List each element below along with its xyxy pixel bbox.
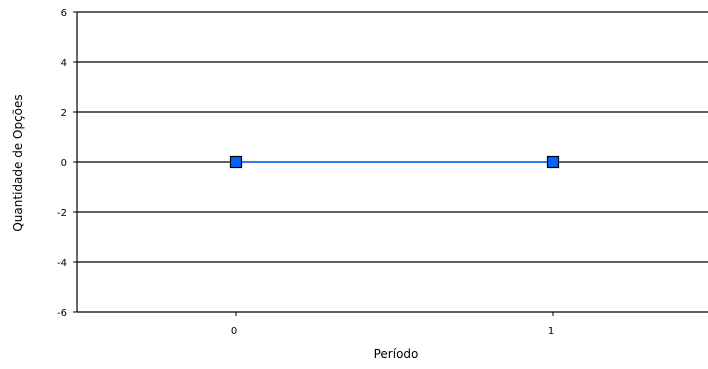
y-tick-label: 4 [61,58,67,69]
x-axis-title: Período [374,347,419,361]
x-tick-label: 0 [231,326,237,337]
data-point-marker [546,155,560,169]
y-axis-title: Quantidade de Opções [11,94,25,231]
y-tick-label: 0 [61,158,67,169]
data-point-marker [229,155,243,169]
y-axis-ticks: -6 -4 -2 0 2 4 6 [57,8,77,319]
y-tick-label: 2 [61,108,67,119]
y-tick-label: 6 [61,8,67,19]
y-tick-label: -4 [57,258,67,269]
y-tick-label: -6 [57,308,67,319]
y-tick-label: -2 [57,208,67,219]
x-tick-label: 1 [548,326,554,337]
series [229,155,560,169]
grid-lines [77,11,708,313]
